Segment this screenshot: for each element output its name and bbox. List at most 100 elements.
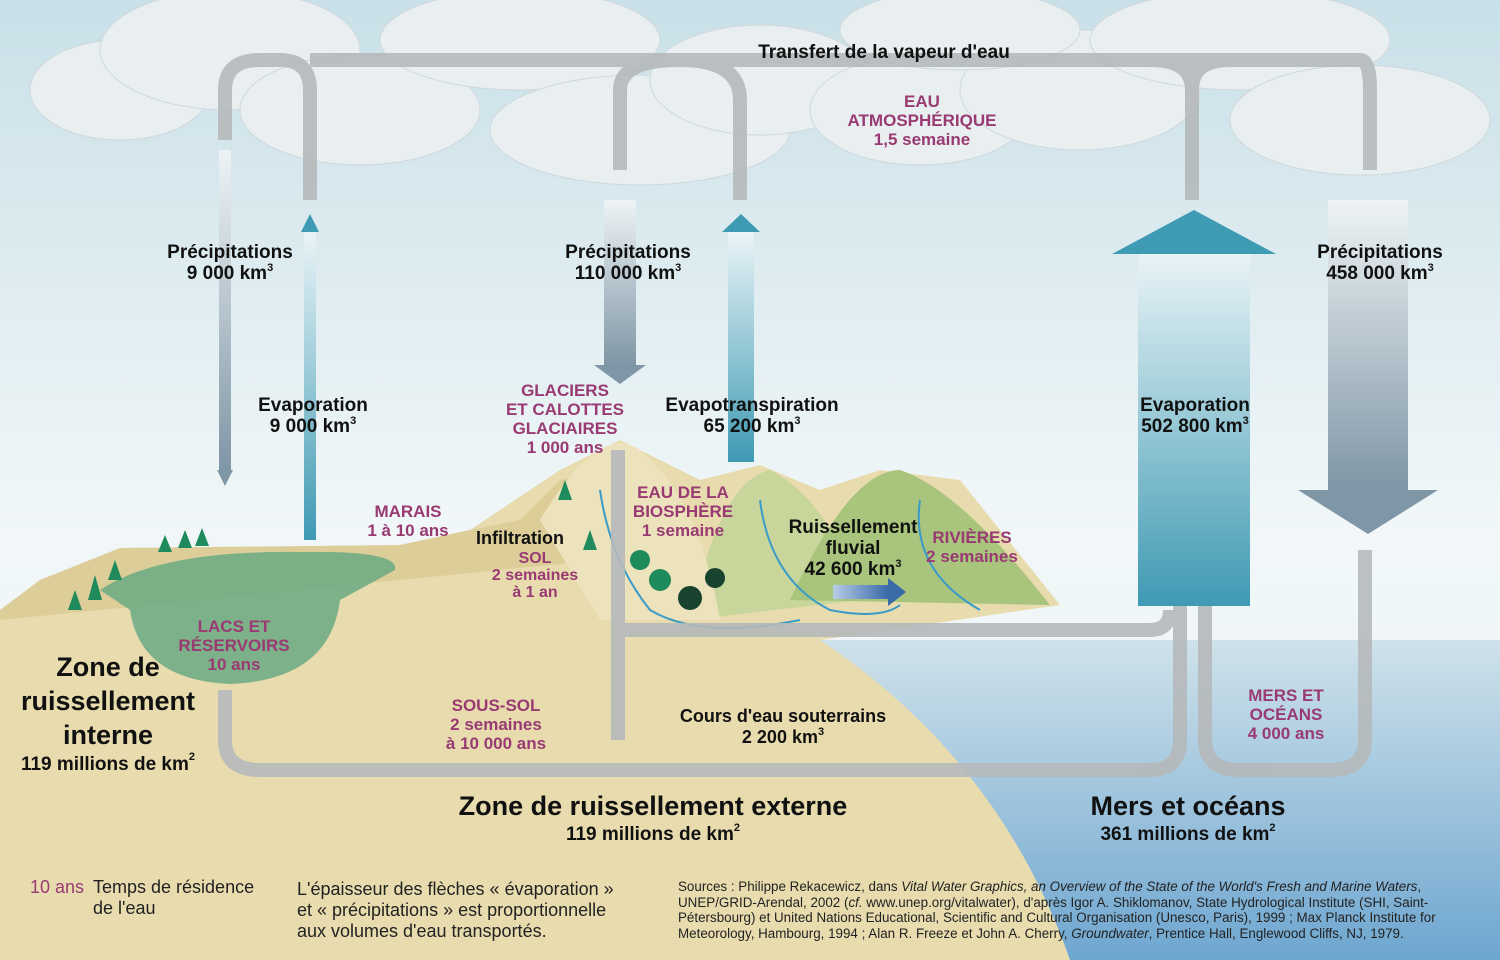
residence-time: 1 semaine	[641, 521, 725, 540]
zone-name: Zone de	[56, 652, 160, 682]
precipitation-external-label: Précipitations 110 000 km3	[565, 242, 691, 284]
reservoir-name: MARAIS	[374, 502, 442, 521]
legend-text-2: de l'eau	[93, 898, 156, 918]
value: 42 600 km	[804, 559, 896, 580]
reservoir-name: SOL	[518, 550, 552, 567]
marsh-reservoir: MARAIS 1 à 10 ans	[367, 502, 448, 540]
residence-time: 1 à 10 ans	[367, 521, 449, 540]
value: 119 millions de km	[20, 754, 189, 775]
legend-sample: 10 ans	[30, 877, 85, 897]
reservoir-name: RIVIÈRES	[932, 528, 1012, 547]
sources-text-2: www.unep.org/vitalwater), d'après Igor A…	[678, 894, 1436, 942]
residence-time: 1 000 ans	[526, 438, 604, 457]
sources-end: , Prentice Hall, Englewood Cliffs, NJ, 1…	[1148, 926, 1404, 942]
residence-time: 2 semaines	[926, 547, 1018, 566]
lakes-reservoir: LACS ET RÉSERVOIRS 10 ans	[178, 617, 289, 674]
zone-name: Zone de ruissellement externe	[458, 791, 848, 821]
legend-text: Temps de résidence de l'eau	[93, 877, 254, 919]
groundwater-label: Cours d'eau souterrains 2 200 km3	[680, 706, 886, 748]
residence-time: 10 ans	[207, 655, 261, 674]
reservoir-name: GLACIERS	[521, 381, 609, 400]
lake	[100, 551, 396, 684]
unit-exponent: 3	[267, 262, 274, 274]
flow-name: Précipitations	[1317, 242, 1443, 263]
flow-name-2: fluvial	[825, 538, 881, 559]
reservoir-name: EAU ATMOSPHÉRIQUE	[847, 92, 997, 130]
flow-value: 65 200 km3	[665, 416, 838, 438]
trees	[68, 480, 725, 610]
zone-area: 119 millions de km2	[459, 823, 848, 847]
zone-name-2: ruissellement	[20, 686, 196, 716]
value: 119 millions de km	[565, 824, 734, 845]
residence-time: 4 000 ans	[1247, 724, 1325, 743]
subsoil-reservoir: SOUS-SOL 2 semaines à 10 000 ans	[446, 696, 546, 753]
zone-area: 361 millions de km2	[1090, 823, 1285, 847]
unit-exponent: 3	[350, 415, 357, 427]
flow-value: 458 000 km3	[1317, 262, 1443, 285]
ocean	[800, 640, 1500, 960]
unit-exponent: 3	[1427, 262, 1434, 274]
reservoir-name: SOUS-SOL	[451, 696, 541, 715]
legend-text-1: Temps de résidence	[93, 877, 255, 897]
value: 458 000 km	[1326, 263, 1428, 284]
precipitation-internal-label: Précipitations 9 000 km3	[167, 242, 293, 284]
flow-name: Ruissellement	[788, 517, 918, 538]
note-line-2: et « précipitations » est proportionnell…	[297, 900, 607, 920]
value: 65 200 km	[703, 416, 795, 437]
reservoir-name-3: GLACIAIRES	[512, 419, 618, 438]
note-line-3: aux volumes d'eau transportés.	[297, 921, 547, 941]
flow-value: 9 000 km3	[258, 415, 368, 438]
reservoir-name-2: ET CALOTTES	[505, 400, 625, 419]
reservoir-name-2: BIOSPHÈRE	[632, 502, 734, 521]
unit-exponent: 3	[675, 262, 682, 274]
rivers-reservoir: RIVIÈRES 2 semaines	[926, 528, 1018, 566]
unit-exponent: 2	[1269, 822, 1276, 834]
zone-area: 119 millions de km2	[21, 752, 195, 778]
unit-exponent: 2	[188, 751, 196, 763]
flow-value: 2 200 km3	[680, 727, 886, 748]
residence-time: 2 semaines	[491, 567, 579, 584]
atmosphere-reservoir: EAU ATMOSPHÉRIQUE 1,5 semaine	[842, 92, 1002, 149]
external-runoff-zone: Zone de ruissellement externe 119 millio…	[459, 789, 848, 847]
residence-time-2: à 1 an	[512, 584, 558, 601]
evaporation-ocean-label: Evaporation 502 800 km3	[1140, 395, 1250, 437]
reservoir-name: MERS ET	[1248, 686, 1324, 705]
evaporation-internal-label: Evaporation 9 000 km3	[258, 395, 368, 437]
residence-time: 1,5 semaine	[873, 130, 971, 149]
unit-exponent: 3	[817, 726, 825, 738]
reservoir-name-2: OCÉANS	[1249, 705, 1323, 724]
residence-time-2: à 10 000 ans	[445, 734, 547, 753]
value: 361 millions de km	[1100, 824, 1270, 845]
sources-cf: cf.	[848, 894, 863, 910]
zone-name: Mers et océans	[1090, 791, 1286, 821]
value: 9 000 km	[186, 263, 268, 284]
oceans-zone: Mers et océans 361 millions de km2	[1090, 789, 1285, 847]
oceans-reservoir: MERS ET OCÉANS 4 000 ans	[1248, 686, 1325, 743]
evapotranspiration-label: Evapotranspiration 65 200 km3	[665, 395, 838, 437]
flow-name: Evapotranspiration	[665, 395, 839, 416]
reservoir-name: EAU DE LA	[637, 483, 729, 502]
biosphere-reservoir: EAU DE LA BIOSPHÈRE 1 semaine	[633, 483, 733, 540]
runoff-label: Ruissellement fluvial 42 600 km3	[789, 517, 918, 580]
vapour-transfer-title: Transfert de la vapeur d'eau	[758, 42, 1010, 63]
infiltration-label: Infiltration	[476, 528, 564, 548]
sources: Sources : Philippe Rekacewicz, dans Vita…	[678, 879, 1478, 942]
flow-name: Précipitations	[167, 242, 293, 263]
sources-title-2: Groundwater	[1071, 926, 1149, 942]
flow-value: 42 600 km3	[789, 559, 918, 581]
flow-value: 110 000 km3	[565, 262, 691, 285]
soil-reservoir: SOL 2 semaines à 1 an	[492, 550, 578, 601]
precipitation-ocean-label: Précipitations 458 000 km3	[1317, 242, 1443, 284]
sources-title: Vital Water Graphics, an Overview of the…	[901, 879, 1418, 894]
reservoir-name-2: RÉSERVOIRS	[178, 636, 290, 655]
sources-prefix: Sources : Philippe Rekacewicz, dans	[678, 879, 902, 894]
zone-name-3: interne	[62, 720, 154, 750]
value: 2 200 km	[741, 727, 818, 747]
sources-text: , UNEP/GRID-Arendal, 2002 (	[678, 879, 1422, 910]
note-line-1: L'épaisseur des flèches « évaporation »	[297, 879, 614, 899]
unit-exponent: 2	[733, 822, 741, 834]
flow-value: 9 000 km3	[167, 262, 293, 285]
residence-time: 2 semaines	[450, 715, 542, 734]
value: 502 800 km	[1141, 416, 1243, 437]
